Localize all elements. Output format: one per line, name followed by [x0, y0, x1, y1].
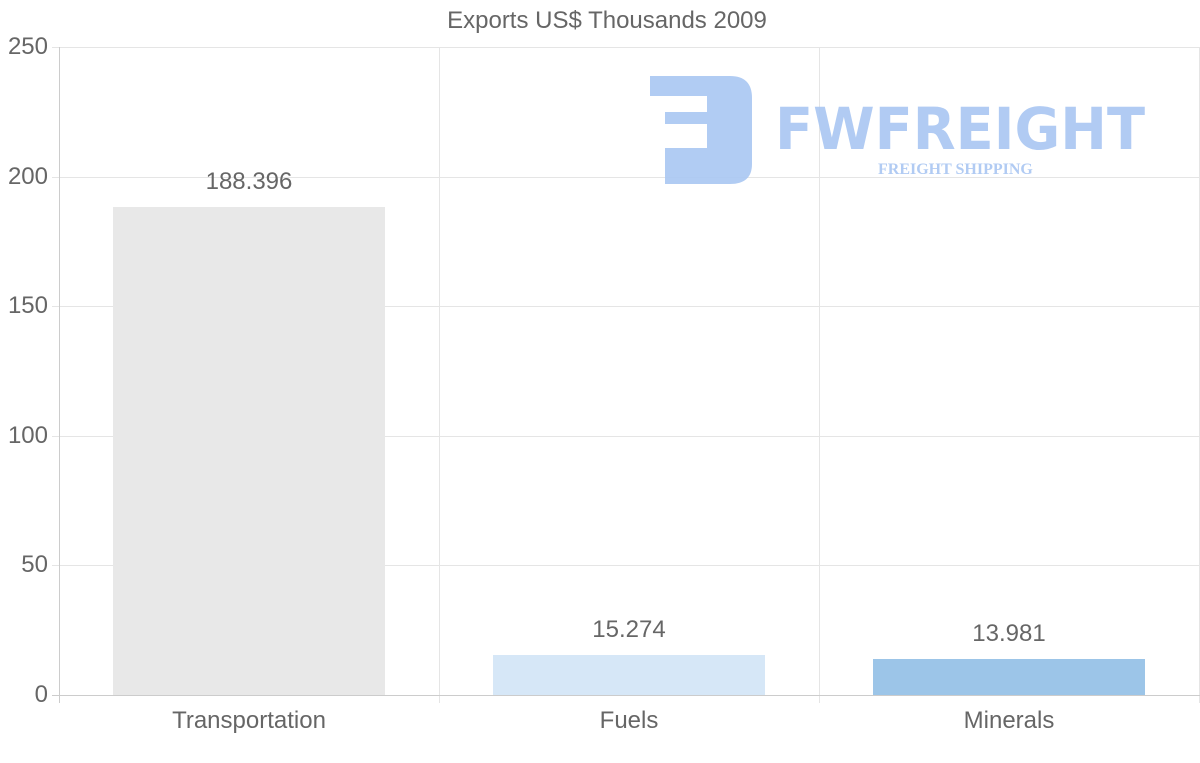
bar-value-label: 13.981 [972, 620, 1046, 647]
x-category-label: Minerals [963, 707, 1055, 734]
vertical-gridline [439, 47, 440, 703]
bar-value-label: 188.396 [205, 168, 293, 195]
svg-text:FREIGHT SHIPPING: FREIGHT SHIPPING [878, 161, 1033, 178]
x-axis-line [52, 695, 1200, 696]
bar-transportation[interactable] [113, 207, 385, 695]
bar-fuels[interactable] [493, 655, 765, 695]
chart-title: Exports US$ Thousands 2009 [447, 7, 767, 34]
x-category-label: Transportation [172, 707, 326, 734]
y-axis-line [59, 47, 60, 703]
fwfreight-watermark-logo: FWFREIGHT FREIGHT SHIPPING [650, 76, 1145, 184]
y-tick-label: 250 [7, 33, 48, 60]
horizontal-gridline [52, 177, 1200, 178]
horizontal-gridline [52, 306, 1200, 307]
y-tick-label: 200 [7, 163, 48, 190]
y-tick-label: 50 [21, 551, 48, 578]
horizontal-gridline [52, 565, 1200, 566]
horizontal-gridline [52, 436, 1200, 437]
horizontal-gridline [52, 47, 1200, 48]
bar-value-label: 15.274 [592, 616, 666, 643]
y-tick-label: 100 [7, 422, 48, 449]
y-tick-label: 0 [34, 681, 48, 708]
logo-mark-icon [650, 76, 752, 184]
svg-text:FWFREIGHT: FWFREIGHT [775, 95, 1145, 163]
vertical-gridline [819, 47, 820, 703]
bar-minerals[interactable] [873, 659, 1145, 695]
y-tick-label: 150 [7, 292, 48, 319]
x-category-label: Fuels [599, 707, 659, 734]
